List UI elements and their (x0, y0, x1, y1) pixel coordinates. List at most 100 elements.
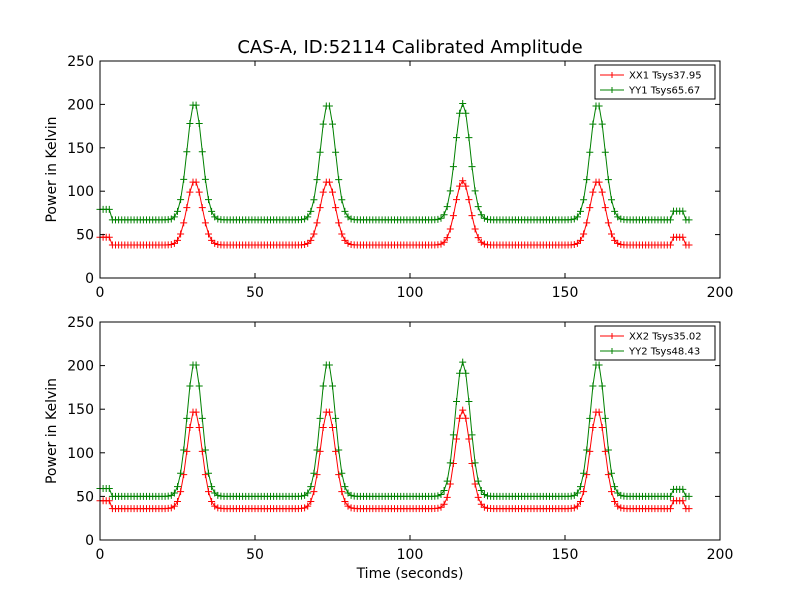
data-point (170, 213, 178, 221)
legend-entry: XX2 Tsys35.02 (629, 332, 702, 343)
data-point (614, 502, 622, 510)
data-point (586, 414, 594, 422)
data-point (617, 491, 625, 499)
data-point (583, 219, 591, 227)
data-point (211, 502, 219, 510)
data-point (446, 459, 454, 467)
data-point (177, 488, 185, 496)
data-point (589, 424, 597, 432)
x-axis-label: Time (seconds) (356, 566, 464, 582)
data-point (347, 215, 355, 223)
data-point (325, 102, 333, 110)
data-point (567, 216, 575, 224)
x-tick-label: 200 (707, 547, 734, 563)
data-point (164, 504, 172, 512)
data-point (440, 211, 448, 219)
data-point (453, 134, 460, 142)
x-tick-label: 150 (552, 547, 579, 563)
data-point (304, 239, 312, 247)
data-point (335, 176, 343, 184)
data-point (192, 408, 200, 416)
data-point (344, 239, 352, 247)
data-point (443, 493, 451, 501)
data-point (198, 414, 206, 422)
data-point (332, 148, 340, 156)
data-point (589, 188, 597, 196)
data-point (446, 187, 454, 195)
x-tick-label: 100 (397, 547, 424, 563)
data-point (440, 238, 448, 246)
data-point (443, 203, 451, 211)
data-point (195, 188, 203, 196)
data-point (186, 188, 194, 196)
data-point (589, 120, 597, 128)
data-point (617, 215, 625, 223)
data-point (685, 241, 693, 249)
data-point (105, 485, 113, 493)
data-point (595, 408, 603, 416)
data-point (434, 492, 442, 500)
data-point (604, 176, 612, 184)
data-point (316, 447, 324, 455)
data-point (183, 148, 191, 156)
data-point (480, 240, 488, 248)
data-point (580, 196, 588, 204)
data-point (164, 216, 172, 224)
data-point (577, 207, 584, 215)
legend-entry: XX1 Tsys37.95 (629, 71, 702, 82)
data-point (347, 491, 355, 499)
data-point (570, 241, 578, 249)
data-point (180, 446, 188, 454)
data-point (679, 233, 687, 241)
data-point (329, 188, 336, 196)
data-point (301, 504, 309, 512)
data-point (170, 489, 178, 497)
data-point (310, 230, 318, 238)
legend-box (594, 325, 716, 361)
data-point (310, 469, 318, 477)
data-point (332, 447, 340, 455)
x-tick-label: 50 (246, 547, 264, 563)
data-point (325, 178, 333, 186)
x-tick-label: 150 (552, 285, 579, 301)
data-point (316, 148, 324, 156)
data-point (666, 492, 674, 500)
data-point (208, 483, 216, 491)
data-point (325, 408, 333, 416)
data-point (459, 406, 467, 414)
data-point (446, 225, 454, 233)
data-point (174, 207, 181, 215)
data-point (186, 382, 194, 390)
data-point (310, 488, 318, 496)
legend-marker (609, 333, 615, 339)
data-point (586, 148, 594, 156)
data-point (434, 504, 442, 512)
x-tick-label: 50 (246, 285, 264, 301)
data-point (459, 358, 467, 366)
data-point (443, 477, 451, 485)
data-point (307, 236, 315, 244)
data-point (449, 163, 457, 171)
data-point (307, 497, 315, 505)
data-point (666, 216, 674, 224)
data-point (313, 176, 321, 184)
data-point (313, 219, 321, 227)
legend-marker (609, 348, 615, 354)
data-point (313, 471, 321, 479)
legend-box (594, 64, 716, 100)
data-point (167, 504, 175, 512)
data-point (338, 196, 346, 204)
data-point (214, 504, 222, 512)
data-point (301, 241, 309, 249)
data-point (437, 503, 445, 511)
data-point (201, 471, 209, 479)
data-point (332, 204, 340, 212)
data-point (614, 239, 622, 247)
data-point (471, 187, 479, 195)
data-point (465, 435, 473, 443)
data-point (180, 219, 188, 227)
data-point (598, 424, 606, 432)
data-point (583, 176, 591, 184)
data-point (329, 424, 336, 432)
data-point (298, 216, 305, 224)
